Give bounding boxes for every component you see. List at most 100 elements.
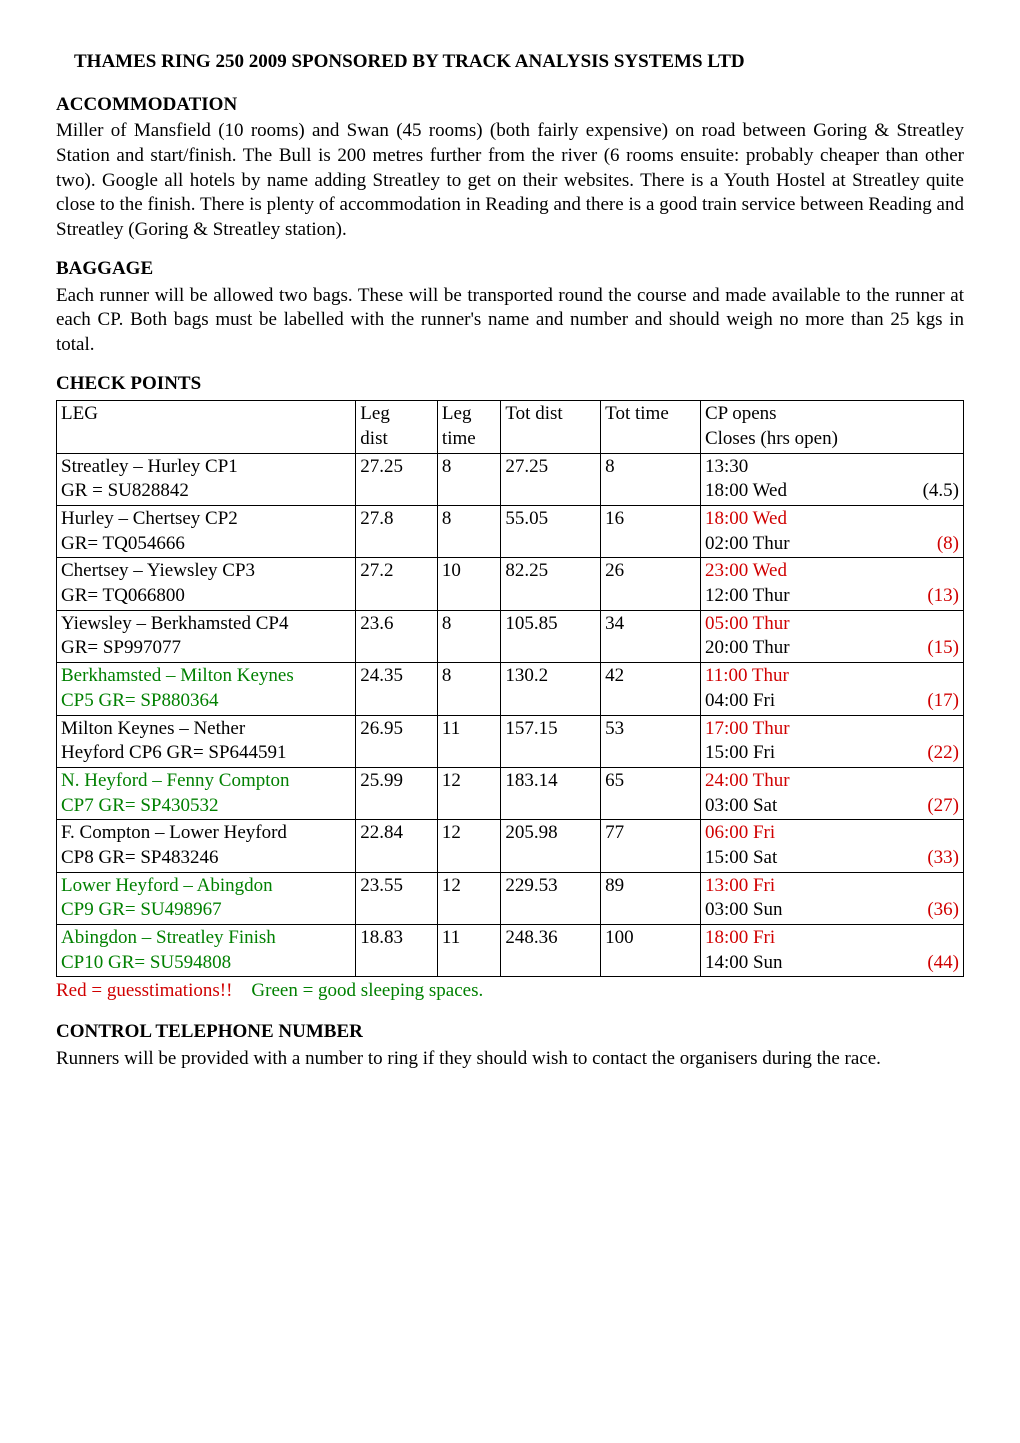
col-leg-l1: LEG: [61, 403, 98, 424]
cp-hrs-open: (44): [927, 951, 959, 976]
leg-line2: CP10 GR= SU594808: [61, 952, 231, 973]
cell-legtime: 8: [437, 506, 500, 558]
cp-opens: 13:30: [705, 456, 748, 477]
control-body: Runners will be provided with a number t…: [56, 1047, 964, 1072]
leg-line1: Hurley – Chertsey CP2: [61, 508, 238, 529]
col-legdist-header: Leg dist: [356, 401, 438, 453]
cell-leg: Chertsey – Yiewsley CP3GR= TQ066800: [57, 558, 356, 610]
cp-closes: 20:00 Thur: [705, 637, 790, 658]
col-ttime-l1: Tot time: [605, 403, 669, 424]
cell-legtime: 8: [437, 663, 500, 715]
cell-totdist: 105.85: [501, 610, 601, 662]
cell-leg: F. Compton – Lower HeyfordCP8 GR= SP4832…: [57, 820, 356, 872]
cell-totdist: 205.98: [501, 820, 601, 872]
cell-legdist: 25.99: [356, 767, 438, 819]
cell-totdist: 183.14: [501, 767, 601, 819]
cp-closes: 15:00 Sat: [705, 847, 777, 868]
cp-hrs-open: (22): [927, 741, 959, 766]
cp-closes: 12:00 Thur: [705, 585, 790, 606]
cell-leg: Lower Heyford – AbingdonCP9 GR= SU498967: [57, 872, 356, 924]
page-title: THAMES RING 250 2009 SPONSORED BY TRACK …: [74, 50, 964, 75]
leg-line1: N. Heyford – Fenny Compton: [61, 770, 290, 791]
cp-closes: 03:00 Sun: [705, 899, 783, 920]
cp-opens: 05:00 Thur: [705, 613, 790, 634]
table-row: Streatley – Hurley CP1GR = SU828842 27.25…: [57, 453, 964, 505]
cell-cp: 18:00 Fri 14:00 Sun (44): [700, 925, 963, 977]
cell-cp: 17:00 Thur 15:00 Fri (22): [700, 715, 963, 767]
cp-closes: 02:00 Thur: [705, 533, 790, 554]
cell-leg: Hurley – Chertsey CP2 GR= TQ054666: [57, 506, 356, 558]
cell-legdist: 23.6: [356, 610, 438, 662]
cell-legtime: 12: [437, 767, 500, 819]
cp-hrs-open: (4.5): [923, 479, 959, 504]
cell-totdist: 248.36: [501, 925, 601, 977]
cell-totdist: 130.2: [501, 663, 601, 715]
cell-legtime: 11: [437, 925, 500, 977]
cell-legdist: 22.84: [356, 820, 438, 872]
cell-tottime: 26: [601, 558, 701, 610]
cp-opens: 17:00 Thur: [705, 718, 790, 739]
leg-line1: Milton Keynes – Nether: [61, 718, 245, 739]
cell-cp: 05:00 Thur20:00 Thur(15): [700, 610, 963, 662]
cell-cp: 18:00 Wed02:00 Thur(8): [700, 506, 963, 558]
cp-opens: 24:00 Thur: [705, 770, 790, 791]
leg-line2: GR= TQ054666: [61, 533, 185, 554]
cp-opens: 06:00 Fri: [705, 822, 775, 843]
cell-legtime: 11: [437, 715, 500, 767]
checkpoints-table: LEG Leg dist Leg time Tot dist Tot time …: [56, 400, 964, 977]
leg-line1: Abingdon – Streatley Finish: [61, 927, 276, 948]
cell-tottime: 34: [601, 610, 701, 662]
cp-opens: 18:00 Fri: [705, 927, 775, 948]
leg-line2: CP9 GR= SU498967: [61, 899, 222, 920]
leg-line2: CP5 GR= SP880364: [61, 690, 218, 711]
cp-closes: 18:00 Wed: [705, 480, 787, 501]
col-tdist-l1: Tot dist: [505, 403, 562, 424]
cell-tottime: 77: [601, 820, 701, 872]
cell-leg: Milton Keynes – NetherHeyford CP6 GR= SP…: [57, 715, 356, 767]
cell-legtime: 12: [437, 872, 500, 924]
table-row: N. Heyford – Fenny Compton CP7 GR= SP4305…: [57, 767, 964, 819]
cell-cp: 06:00 Fri15:00 Sat(33): [700, 820, 963, 872]
cell-tottime: 100: [601, 925, 701, 977]
cell-legtime: 8: [437, 453, 500, 505]
cell-legtime: 10: [437, 558, 500, 610]
cell-cp: 11:00 Thur04:00 Fri(17): [700, 663, 963, 715]
control-head: CONTROL TELEPHONE NUMBER: [56, 1020, 964, 1045]
cell-cp: 13:00 Fri03:00 Sun(36): [700, 872, 963, 924]
checkpoints-head: CHECK POINTS: [56, 372, 964, 397]
cp-closes: 14:00 Sun: [705, 952, 783, 973]
cp-closes: 03:00 Sat: [705, 795, 777, 816]
leg-line1: Berkhamsted – Milton Keynes: [61, 665, 294, 686]
col-cp-l2: Closes (hrs open): [705, 428, 838, 449]
cell-tottime: 65: [601, 767, 701, 819]
baggage-head: BAGGAGE: [56, 257, 964, 282]
cp-closes: 15:00 Fri: [705, 742, 775, 763]
cp-opens: 23:00 Wed: [705, 560, 787, 581]
cell-leg: Abingdon – Streatley Finish CP10 GR= SU59…: [57, 925, 356, 977]
table-row: Hurley – Chertsey CP2GR= TQ05466627.8855…: [57, 506, 964, 558]
leg-line2: CP7 GR= SP430532: [61, 795, 218, 816]
cell-leg: Yiewsley – Berkhamsted CP4 GR= SP997077: [57, 610, 356, 662]
table-header-row: LEG Leg dist Leg time Tot dist Tot time …: [57, 401, 964, 453]
cp-hrs-open: (27): [927, 794, 959, 819]
col-ldist-l1: Leg: [360, 403, 390, 424]
cell-legdist: 26.95: [356, 715, 438, 767]
leg-line2: GR= SP997077: [61, 637, 181, 658]
cell-cp: 23:00 Wed 12:00 Thur (13): [700, 558, 963, 610]
col-cp-header: CP opens Closes (hrs open): [700, 401, 963, 453]
cell-legtime: 12: [437, 820, 500, 872]
cell-leg: N. Heyford – Fenny Compton CP7 GR= SP4305…: [57, 767, 356, 819]
cell-tottime: 16: [601, 506, 701, 558]
legend-red: Red = guesstimations!!: [56, 980, 232, 1001]
col-totdist-header: Tot dist: [501, 401, 601, 453]
cell-leg: Streatley – Hurley CP1GR = SU828842: [57, 453, 356, 505]
cell-totdist: 27.25: [501, 453, 601, 505]
cell-totdist: 82.25: [501, 558, 601, 610]
table-row: Milton Keynes – NetherHeyford CP6 GR= SP…: [57, 715, 964, 767]
leg-line1: Yiewsley – Berkhamsted CP4: [61, 613, 288, 634]
cp-opens: 18:00 Wed: [705, 508, 787, 529]
cell-tottime: 42: [601, 663, 701, 715]
cell-cp: 24:00 Thur 03:00 Sat (27): [700, 767, 963, 819]
cp-hrs-open: (13): [927, 584, 959, 609]
cell-legdist: 24.35: [356, 663, 438, 715]
